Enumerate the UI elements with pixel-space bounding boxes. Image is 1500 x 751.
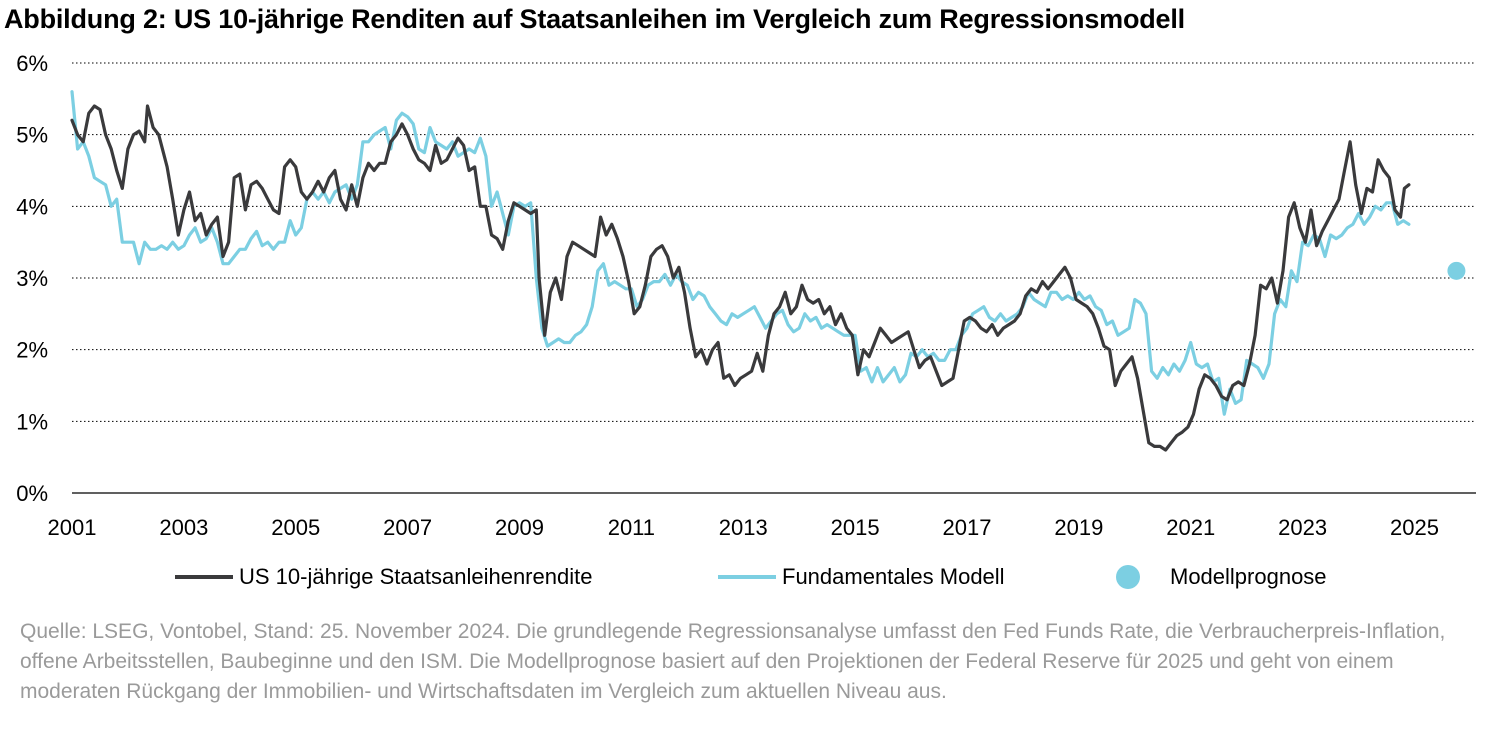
x-tick-label: 2001 xyxy=(48,515,97,540)
x-tick-label: 2019 xyxy=(1054,515,1103,540)
chart-title: Abbildung 2: US 10-jährige Renditen auf … xyxy=(4,4,1185,34)
legend-swatch-model xyxy=(718,575,776,579)
series-line-model xyxy=(70,90,1411,416)
y-axis-ticks: 0% 1% 2% 3% 4% 5% 6% xyxy=(16,51,48,506)
y-tick-label: 6% xyxy=(16,51,48,76)
x-tick-label: 2011 xyxy=(608,515,655,540)
x-tick-label: 2023 xyxy=(1278,515,1327,540)
series-lines xyxy=(70,90,1411,452)
legend-item-yield: US 10-jährige Staatsanleihenrendite xyxy=(175,564,592,590)
x-tick-label: 2009 xyxy=(495,515,544,540)
legend-label-model: Fundamentales Modell xyxy=(782,564,1005,589)
x-tick-label: 2021 xyxy=(1166,515,1215,540)
forecast-marker xyxy=(1447,261,1466,280)
x-tick-label: 2005 xyxy=(271,515,320,540)
grid-lines xyxy=(72,62,1476,494)
line-chart: 0%1%2%3%4%5%6% 2001 2003 2005 2007 2009 2011 2… xyxy=(16,51,1476,540)
legend-item-forecast: Modellprognose xyxy=(1116,564,1327,590)
y-tick-label: 0% xyxy=(16,481,48,506)
y-tick-label: 1% xyxy=(16,409,48,434)
x-tick-label: 2017 xyxy=(943,515,992,540)
legend-swatch-forecast xyxy=(1116,565,1140,589)
x-tick-label: 2007 xyxy=(383,515,432,540)
legend-swatch-yield xyxy=(175,575,233,579)
legend-item-model: Fundamentales Modell xyxy=(718,564,1005,590)
y-tick-label: 2% xyxy=(16,338,48,363)
legend: US 10-jährige Staatsanleihenrendite Fund… xyxy=(0,564,1500,594)
y-tick-label: 5% xyxy=(16,123,48,148)
series-line-yield xyxy=(70,104,1411,452)
x-tick-label: 2013 xyxy=(719,515,768,540)
x-axis-ticks: 2001 2003 2005 2007 2009 2011 2013 2015 2017 2019… xyxy=(48,515,1439,540)
legend-label-forecast: Modellprognose xyxy=(1170,564,1327,589)
x-tick-label: 2003 xyxy=(159,515,208,540)
y-tick-label: 4% xyxy=(16,194,48,219)
x-tick-label: 2015 xyxy=(831,515,880,540)
forecast-point xyxy=(1447,261,1466,280)
x-tick-label: 2025 xyxy=(1390,515,1439,540)
legend-label-yield: US 10-jährige Staatsanleihenrendite xyxy=(239,564,593,589)
y-tick-label: 3% xyxy=(16,266,48,291)
source-note: Quelle: LSEG, Vontobel, Stand: 25. Novem… xyxy=(20,620,1446,703)
